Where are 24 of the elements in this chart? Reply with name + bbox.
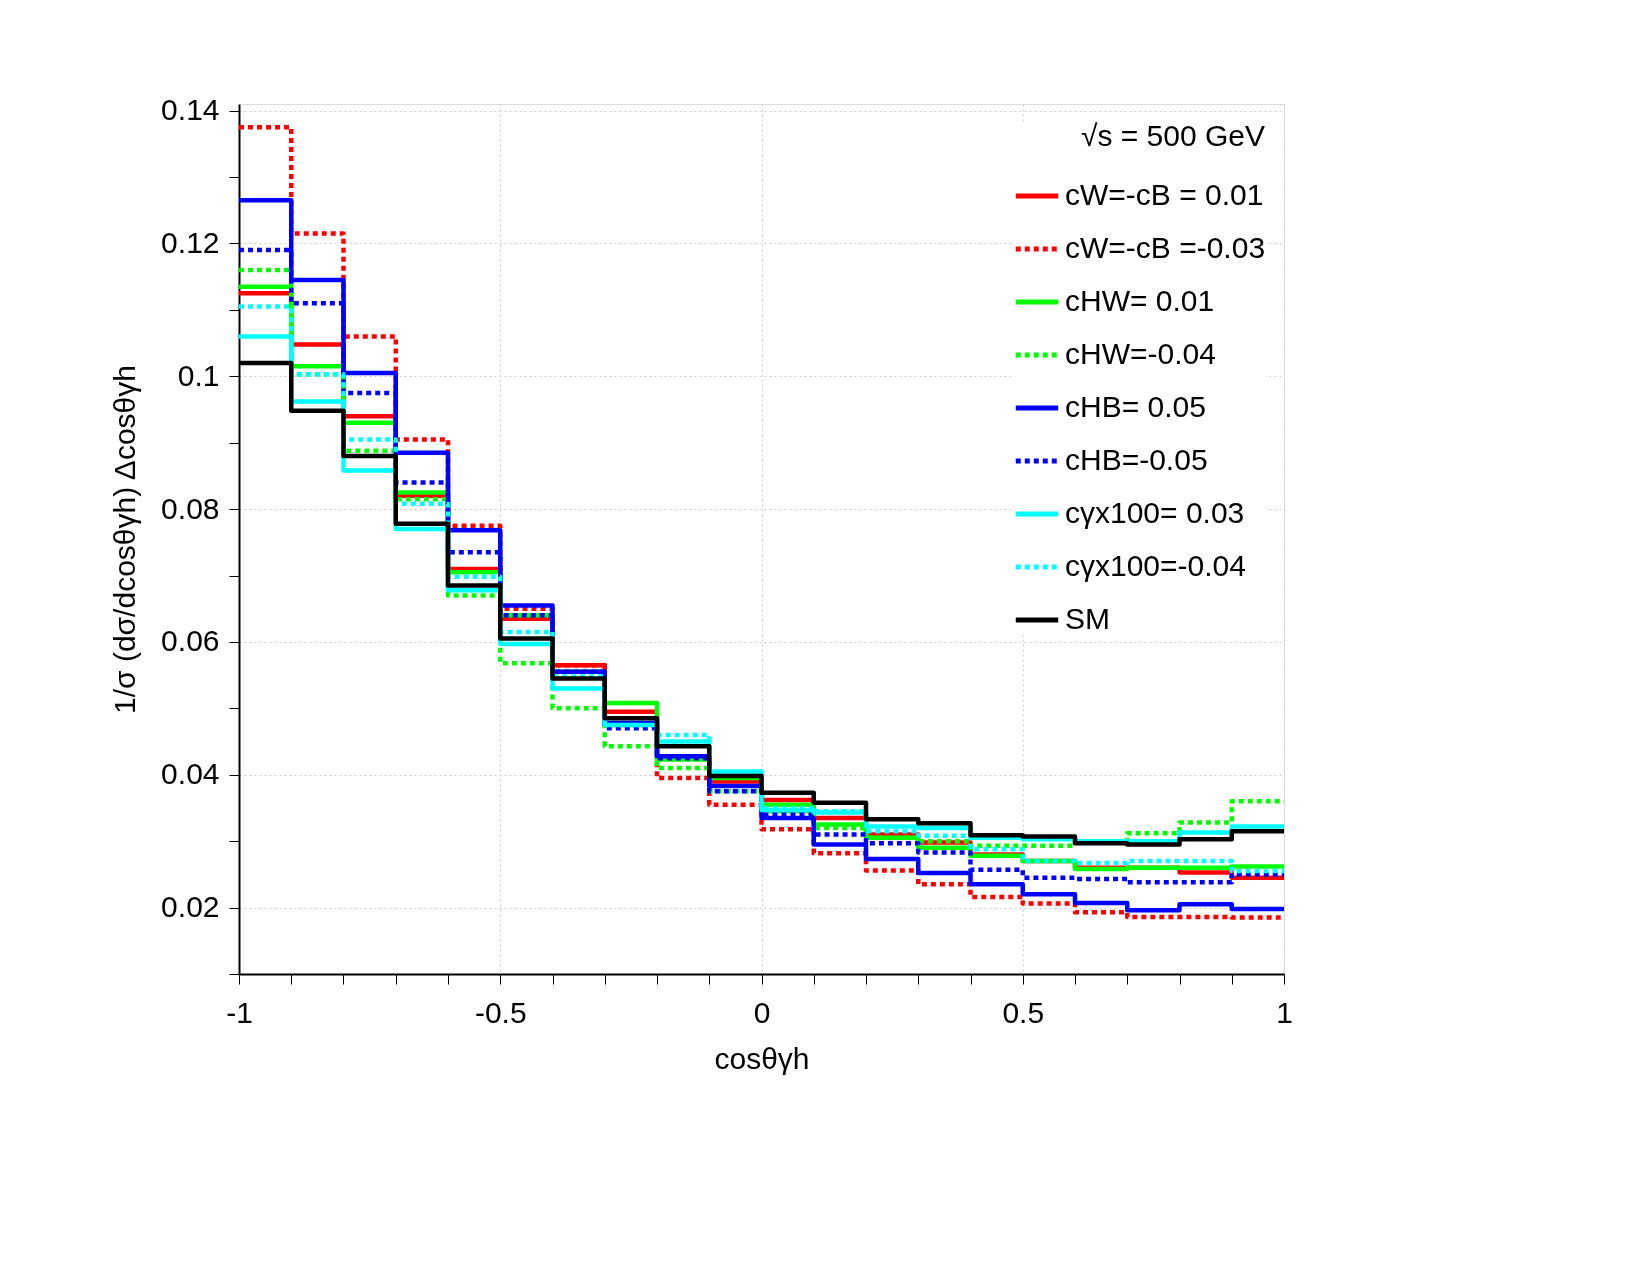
legend-label: cγx100=-0.04 [1065, 549, 1246, 582]
x-tick-label: -0.5 [474, 995, 527, 1029]
x-axis-title: cosθγh [714, 1041, 810, 1075]
y-tick-label: 0.14 [161, 93, 220, 127]
y-tick-label: 0.08 [161, 491, 220, 525]
x-tick-label: 1 [1276, 995, 1293, 1029]
legend-label: SM [1065, 602, 1110, 635]
legend-label: cW=-cB = 0.01 [1065, 178, 1264, 211]
legend-label: cHW= 0.01 [1065, 284, 1215, 317]
x-tick-label: 0 [753, 995, 771, 1029]
legend-label: cHB=-0.05 [1065, 443, 1208, 476]
legend-title: √s = 500 GeV [1080, 119, 1265, 152]
legend-label: cW=-cB =-0.03 [1065, 231, 1266, 264]
y-tick-label: 0.12 [161, 225, 220, 259]
y-tick-label: 0.06 [161, 624, 220, 658]
x-tick-label: 0.5 [1002, 995, 1045, 1029]
legend-label: cHW=-0.04 [1065, 337, 1216, 370]
y-axis-title: 1/σ (dσ/dcosθγh) Δcosθγh [108, 365, 142, 714]
y-tick-label: 0.02 [161, 890, 220, 924]
x-tick-label: -1 [226, 995, 253, 1029]
legend-label: cγx100= 0.03 [1065, 496, 1245, 529]
legend-label: cHB= 0.05 [1065, 390, 1206, 423]
y-tick-label: 0.1 [177, 358, 220, 392]
y-tick-label: 0.04 [161, 757, 220, 791]
